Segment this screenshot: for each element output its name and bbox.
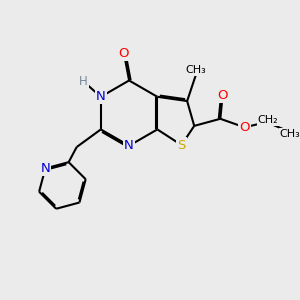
Text: CH₂: CH₂ — [258, 115, 278, 125]
Text: S: S — [177, 139, 186, 152]
Text: N: N — [124, 139, 134, 152]
Text: H: H — [79, 75, 88, 88]
Text: O: O — [239, 121, 250, 134]
Text: CH₃: CH₃ — [280, 128, 300, 139]
Text: O: O — [119, 47, 129, 60]
Text: N: N — [96, 90, 106, 103]
Text: CH₃: CH₃ — [185, 65, 206, 75]
Text: N: N — [40, 162, 50, 175]
Text: O: O — [218, 89, 228, 102]
